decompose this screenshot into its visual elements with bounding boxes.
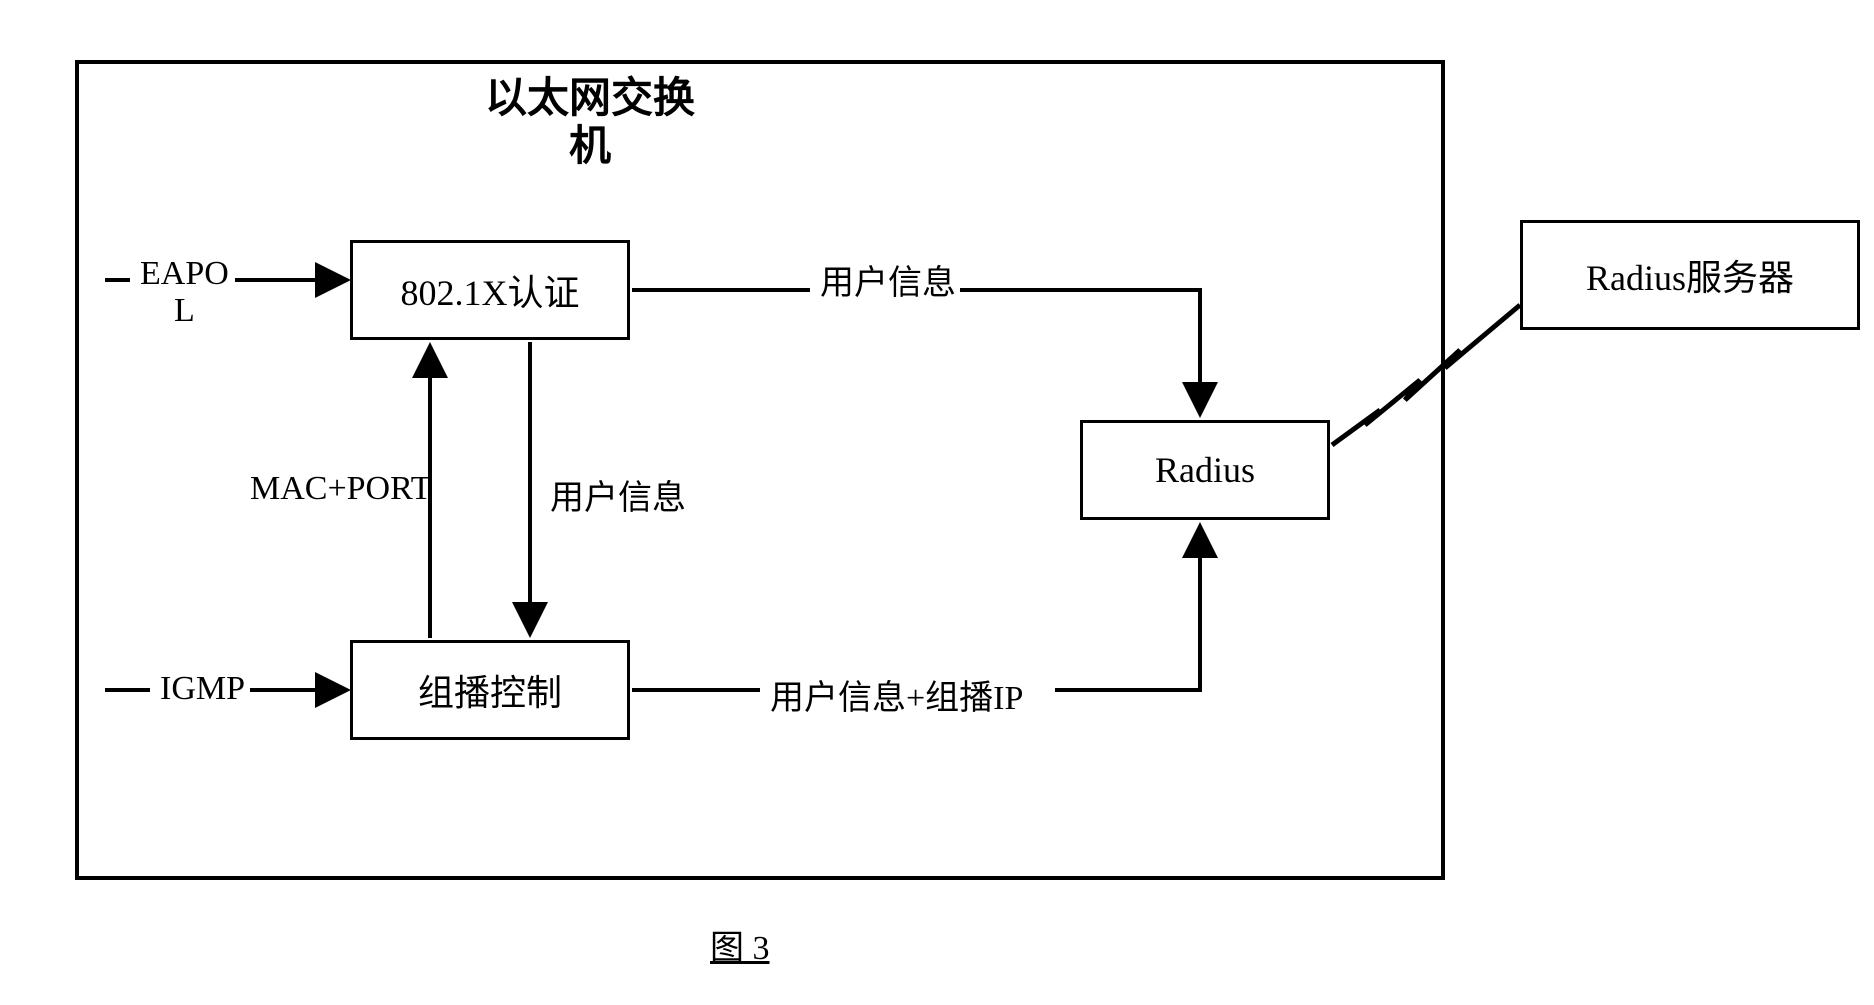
eapol-label: EAPO L [140,255,229,330]
radius-server-box: Radius服务器 [1520,220,1860,330]
user-mcast-ip-label: 用户信息+组播IP [770,670,1023,719]
radius-server-label: Radius服务器 [1586,249,1794,301]
mcast-box: 组播控制 [350,640,630,740]
mcast-box-label: 组播控制 [418,664,562,716]
radius-box: Radius [1080,420,1330,520]
mac-port-label: MAC+PORT [250,470,432,508]
diagram-canvas: 以太网交换 机 802.1X认证 组播控制 Radius Radius服务器 E… [20,20,1874,985]
figure-caption: 图 3 [710,920,770,969]
igmp-label: IGMP [160,670,245,708]
user-info-h-label: 用户信息 [820,255,956,304]
auth-box: 802.1X认证 [350,240,630,340]
user-info-v-label: 用户信息 [550,470,686,519]
radius-box-label: Radius [1155,449,1255,491]
outer-title: 以太网交换 机 [420,75,760,172]
auth-box-label: 802.1X认证 [401,264,580,316]
